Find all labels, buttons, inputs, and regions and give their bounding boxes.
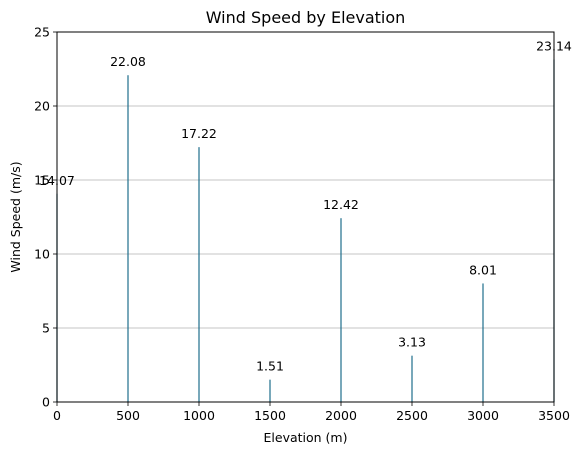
plot-frame [56, 31, 555, 403]
y-tick-label: 20 [34, 99, 50, 114]
chart-title: Wind Speed by Elevation [206, 8, 406, 27]
data-label: 8.01 [469, 262, 497, 277]
data-label: 14.07 [39, 173, 75, 188]
x-tick-label: 3000 [467, 408, 499, 423]
data-label: 12.42 [323, 197, 359, 212]
y-tick-label: 25 [34, 25, 50, 40]
x-tick-label: 0 [53, 408, 61, 423]
grid-lines [57, 105, 554, 329]
x-tick-label: 2000 [325, 408, 357, 423]
data-label: 22.08 [110, 54, 146, 69]
x-tick-label: 2500 [396, 408, 428, 423]
bar [269, 379, 271, 402]
x-tick-label: 500 [116, 408, 140, 423]
bar [411, 355, 413, 402]
y-tick-label: 10 [34, 247, 50, 262]
x-axis-label: Elevation (m) [264, 430, 348, 445]
x-tick-label: 3500 [538, 408, 570, 423]
bar [482, 283, 484, 402]
x-tick-label: 1000 [183, 408, 215, 423]
x-axis-ticks: 0 500 1000 1500 2000 2500 3000 3500 [53, 402, 570, 423]
data-label: 1.51 [256, 359, 284, 374]
y-tick-label: 0 [42, 395, 50, 410]
data-labels: 14.07 22.08 17.22 1.51 12.42 3.13 8.01 23.14 [39, 39, 572, 374]
data-label: 3.13 [398, 335, 426, 350]
x-tick-label: 1500 [254, 408, 286, 423]
bar [127, 75, 129, 402]
data-label: 23.14 [536, 39, 572, 54]
bar [340, 218, 342, 402]
y-axis-label: Wind Speed (m/s) [8, 161, 23, 272]
y-tick-label: 5 [42, 321, 50, 336]
bar [198, 147, 200, 402]
y-tick-label: 15 [34, 173, 50, 188]
data-label: 17.22 [181, 126, 217, 141]
y-axis-ticks: 0 5 10 15 20 25 [34, 25, 57, 410]
